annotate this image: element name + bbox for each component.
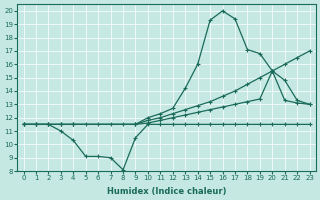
X-axis label: Humidex (Indice chaleur): Humidex (Indice chaleur) [107, 187, 226, 196]
